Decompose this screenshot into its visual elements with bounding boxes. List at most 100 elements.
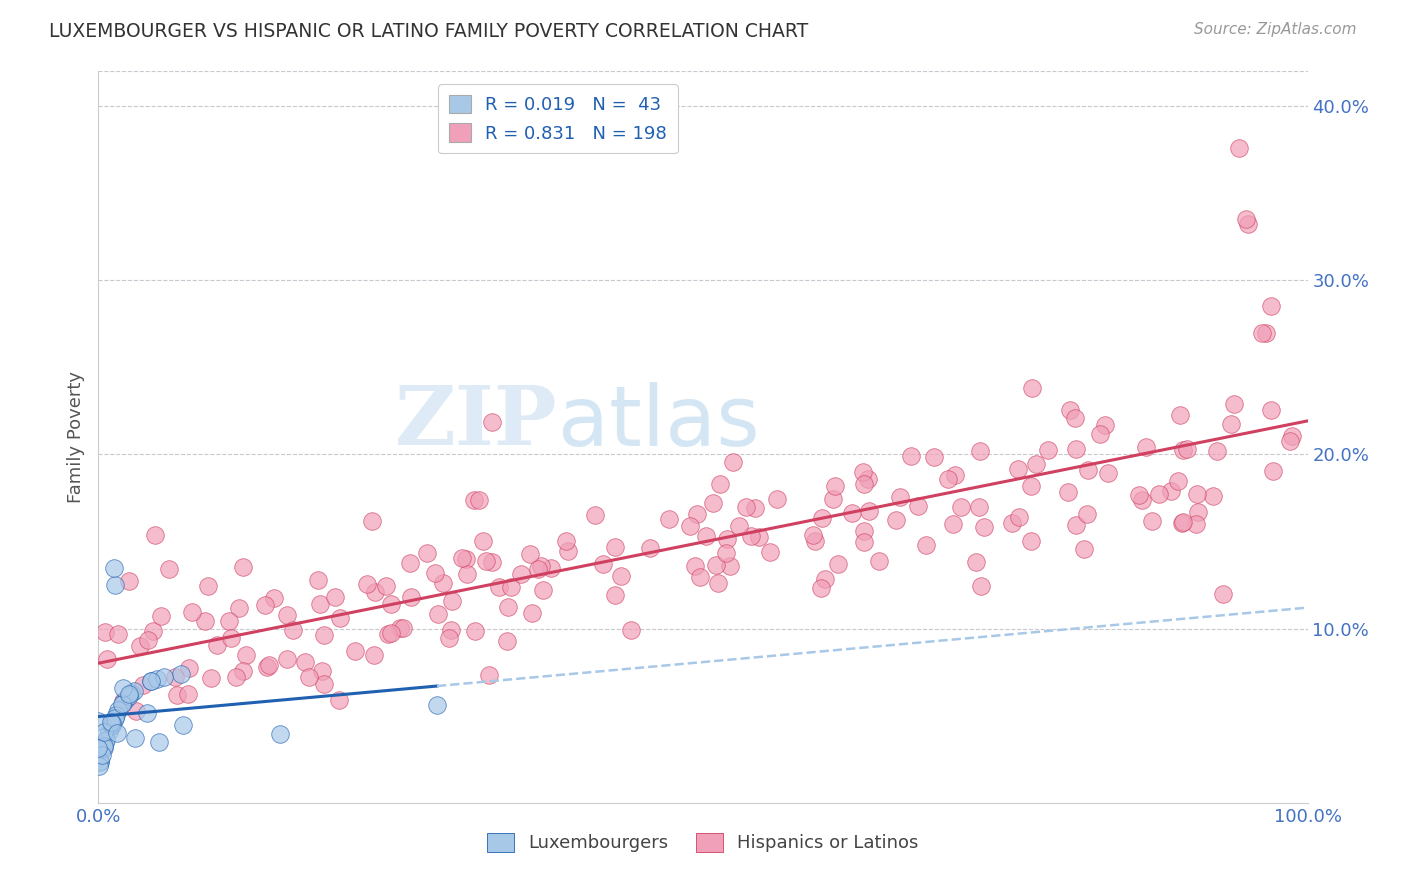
- Point: [1063, 411, 1085, 425]
- Point: [145, 672, 167, 686]
- Point: [157, 562, 180, 576]
- Point: [868, 554, 890, 568]
- Point: [276, 608, 298, 623]
- Point: [658, 512, 681, 526]
- Point: [1187, 505, 1209, 519]
- Point: [361, 514, 384, 528]
- Point: [1021, 381, 1043, 395]
- Point: [557, 543, 579, 558]
- Point: [96, 652, 118, 666]
- Point: [432, 576, 454, 591]
- Point: [1128, 488, 1150, 502]
- Point: [766, 491, 789, 506]
- Point: [969, 444, 991, 458]
- Point: [94, 733, 117, 747]
- Point: [583, 508, 606, 523]
- Point: [93, 739, 115, 753]
- Point: [344, 644, 367, 658]
- Point: [609, 569, 631, 583]
- Point: [89, 754, 111, 768]
- Point: [914, 538, 936, 552]
- Point: [90, 748, 112, 763]
- Point: [87, 741, 110, 756]
- Point: [481, 555, 503, 569]
- Point: [1064, 442, 1087, 457]
- Point: [1025, 457, 1047, 471]
- Point: [1234, 211, 1257, 226]
- Point: [177, 661, 200, 675]
- Point: [907, 499, 929, 513]
- Point: [104, 708, 127, 723]
- Text: LUXEMBOURGER VS HISPANIC OR LATINO FAMILY POVERTY CORRELATION CHART: LUXEMBOURGER VS HISPANIC OR LATINO FAMIL…: [49, 22, 808, 41]
- Point: [803, 533, 825, 548]
- Point: [852, 466, 875, 480]
- Point: [965, 555, 987, 569]
- Point: [744, 500, 766, 515]
- Point: [1064, 518, 1087, 533]
- Point: [540, 561, 562, 575]
- Point: [748, 530, 770, 544]
- Point: [463, 492, 485, 507]
- Point: [392, 621, 415, 635]
- Point: [1090, 427, 1112, 442]
- Point: [727, 518, 749, 533]
- Point: [94, 735, 117, 749]
- Y-axis label: Family Poverty: Family Poverty: [66, 371, 84, 503]
- Point: [111, 697, 134, 711]
- Point: [605, 588, 627, 602]
- Point: [475, 554, 498, 568]
- Point: [938, 472, 960, 486]
- Point: [165, 670, 187, 684]
- Point: [112, 694, 135, 708]
- Point: [620, 623, 643, 637]
- Point: [1171, 516, 1194, 530]
- Point: [858, 504, 880, 518]
- Point: [401, 591, 423, 605]
- Point: [841, 506, 863, 520]
- Point: [709, 476, 731, 491]
- Point: [527, 562, 550, 576]
- Point: [824, 479, 846, 493]
- Point: [111, 681, 134, 695]
- Point: [1173, 515, 1195, 529]
- Point: [686, 507, 709, 521]
- Point: [478, 668, 501, 682]
- Point: [117, 689, 139, 703]
- Point: [720, 558, 742, 573]
- Point: [1227, 141, 1250, 155]
- Point: [1185, 487, 1208, 501]
- Point: [118, 574, 141, 588]
- Point: [1059, 403, 1081, 417]
- Point: [112, 696, 135, 710]
- Point: [298, 670, 321, 684]
- Point: [100, 715, 122, 730]
- Point: [180, 605, 202, 619]
- Point: [520, 607, 543, 621]
- Point: [967, 500, 990, 515]
- Point: [1237, 217, 1260, 231]
- Point: [1220, 417, 1243, 432]
- Point: [1175, 442, 1198, 456]
- Point: [136, 633, 159, 648]
- Point: [1185, 517, 1208, 532]
- Point: [1170, 408, 1192, 422]
- Text: ZIP: ZIP: [395, 383, 558, 462]
- Point: [218, 615, 240, 629]
- Point: [758, 545, 780, 559]
- Point: [801, 528, 824, 542]
- Point: [129, 640, 152, 654]
- Point: [1205, 443, 1227, 458]
- Point: [312, 628, 335, 642]
- Point: [1149, 487, 1171, 501]
- Point: [135, 706, 157, 720]
- Point: [120, 686, 142, 700]
- Point: [530, 558, 553, 573]
- Point: [328, 693, 350, 707]
- Point: [363, 648, 385, 662]
- Point: [107, 627, 129, 641]
- Point: [1008, 509, 1031, 524]
- Point: [143, 527, 166, 541]
- Point: [1251, 326, 1274, 340]
- Point: [464, 624, 486, 639]
- Legend: Luxembourgers, Hispanics or Latinos: Luxembourgers, Hispanics or Latinos: [479, 826, 927, 860]
